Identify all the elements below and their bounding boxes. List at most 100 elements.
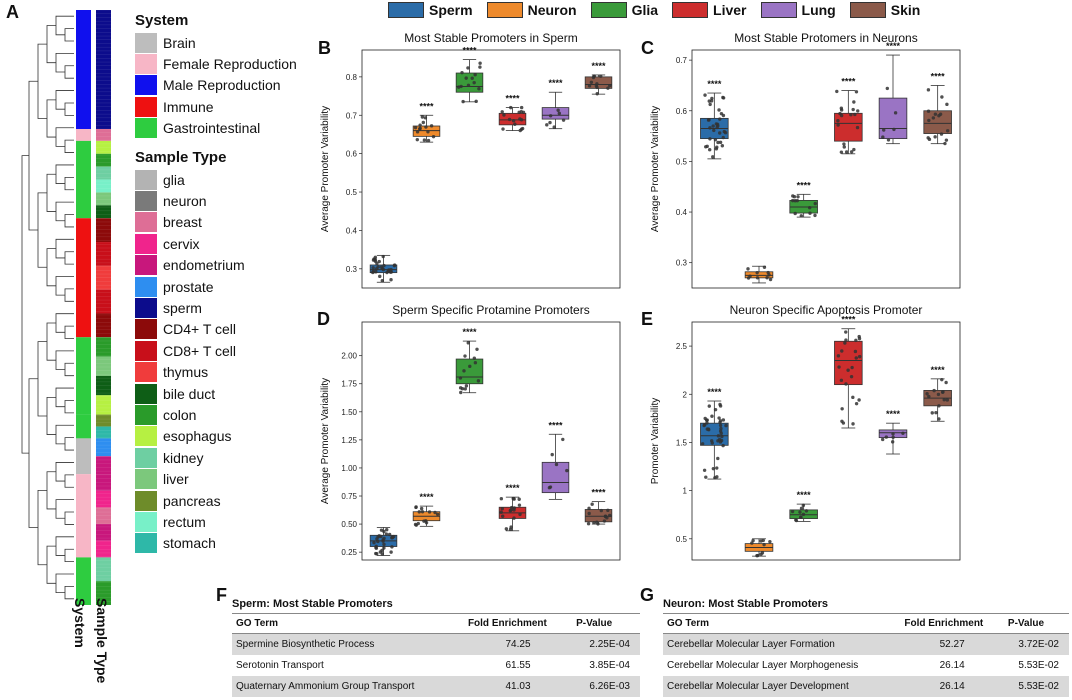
box-iqr [455, 72, 484, 93]
data-point [720, 434, 724, 439]
data-point [715, 145, 719, 149]
data-point [755, 276, 760, 280]
y-axis-label: Average Promoter Variability [320, 378, 331, 504]
data-point [545, 123, 549, 127]
panel-label-f: F [216, 585, 227, 605]
data-point [854, 338, 858, 343]
sample-strip-cell [96, 540, 111, 558]
data-point [711, 124, 715, 128]
data-point [933, 135, 937, 139]
box-iqr [584, 76, 613, 89]
data-point [718, 423, 723, 428]
box-iqr [878, 97, 908, 140]
table-header: GO Term [663, 613, 901, 634]
data-point [813, 213, 817, 218]
legend-item-skin: Skin [849, 2, 920, 18]
box-glia: **** [789, 180, 818, 218]
data-point [703, 416, 707, 421]
table-g: Neuron: Most Stable Promoters GO Term Fol… [663, 598, 1069, 697]
data-point [377, 534, 381, 538]
data-point [791, 198, 795, 203]
significance-label: **** [548, 420, 563, 430]
significance-label: **** [505, 94, 520, 104]
data-point [476, 379, 481, 383]
box-lung: **** [878, 41, 908, 145]
sample-strip-cell [96, 438, 111, 457]
fold-enrichment: 61.55 [505, 660, 531, 671]
data-point [595, 85, 599, 90]
sample-legend-item: neuron [135, 190, 245, 212]
data-point [719, 431, 723, 436]
plot-frame [691, 49, 961, 289]
data-point [718, 440, 723, 444]
data-point [554, 462, 559, 467]
sample-legend-swatch [135, 383, 157, 404]
data-point [378, 274, 382, 279]
data-point [945, 398, 950, 402]
data-point [716, 456, 720, 461]
data-point [517, 110, 521, 115]
table-row: Spermine Biosynthetic Process 74.25 2.25E-… [232, 633, 640, 655]
box-lung: **** [878, 409, 908, 455]
data-point [836, 123, 840, 127]
data-point [417, 127, 422, 131]
data-point [944, 138, 949, 142]
data-point [431, 134, 436, 139]
legend-item-glia: Glia [590, 2, 658, 18]
sample-legend-swatch [135, 490, 157, 511]
data-point [768, 539, 772, 544]
significance-label: **** [886, 409, 901, 419]
y-tick-label: 0.50 [341, 520, 357, 529]
data-point [798, 510, 802, 514]
data-point [385, 527, 389, 532]
go-term: Cerebellar Molecular Layer Development [663, 676, 901, 697]
data-point [718, 419, 723, 423]
data-point [927, 118, 931, 123]
legend-swatch [590, 2, 627, 18]
significance-label: **** [841, 77, 856, 87]
system-legend-item: Gastrointestinal [135, 118, 297, 139]
data-point [703, 93, 707, 97]
sample-legend-item: rectum [135, 511, 245, 532]
significance-label: **** [462, 327, 477, 337]
chart-title: Sperm Specific Protamine Promoters [392, 303, 589, 317]
data-point [880, 437, 885, 442]
significance-label: **** [931, 365, 946, 375]
data-point [433, 510, 437, 515]
data-point [466, 83, 471, 88]
legend-label: Liver [713, 2, 747, 18]
sample-legend-label: sperm [163, 300, 202, 317]
data-point [881, 135, 885, 139]
legend-label: Neuron [527, 2, 577, 18]
table-header: Fold Enrichment [463, 613, 573, 634]
significance-label: **** [591, 488, 606, 498]
data-point [518, 512, 522, 517]
panel-label-g: G [640, 585, 655, 605]
panel-label-d: D [317, 309, 330, 329]
data-point [718, 117, 722, 121]
data-point [710, 96, 714, 101]
data-point [511, 118, 516, 123]
data-point [793, 211, 797, 216]
data-point [791, 194, 795, 198]
y-tick-label: 0.5 [676, 157, 688, 166]
system-strip-cell [76, 337, 91, 415]
dendrogram-branches [21, 15, 74, 600]
data-point [390, 545, 394, 549]
data-point [371, 270, 375, 275]
data-point [413, 125, 418, 130]
data-point [499, 497, 504, 501]
legend-label: Sperm [429, 2, 473, 18]
data-point [384, 532, 389, 536]
sample-legend-item: colon [135, 404, 245, 425]
data-point [940, 377, 944, 382]
legend-label: Lung [801, 2, 836, 18]
sample-strip-cell [96, 557, 111, 582]
data-point [375, 552, 379, 556]
data-point [890, 440, 895, 444]
data-point [711, 466, 716, 471]
sample-legend-label: rectum [163, 513, 206, 530]
p-value: 2.25E-04 [572, 633, 640, 655]
sample-strip-cell [96, 375, 111, 396]
data-point [719, 426, 723, 431]
